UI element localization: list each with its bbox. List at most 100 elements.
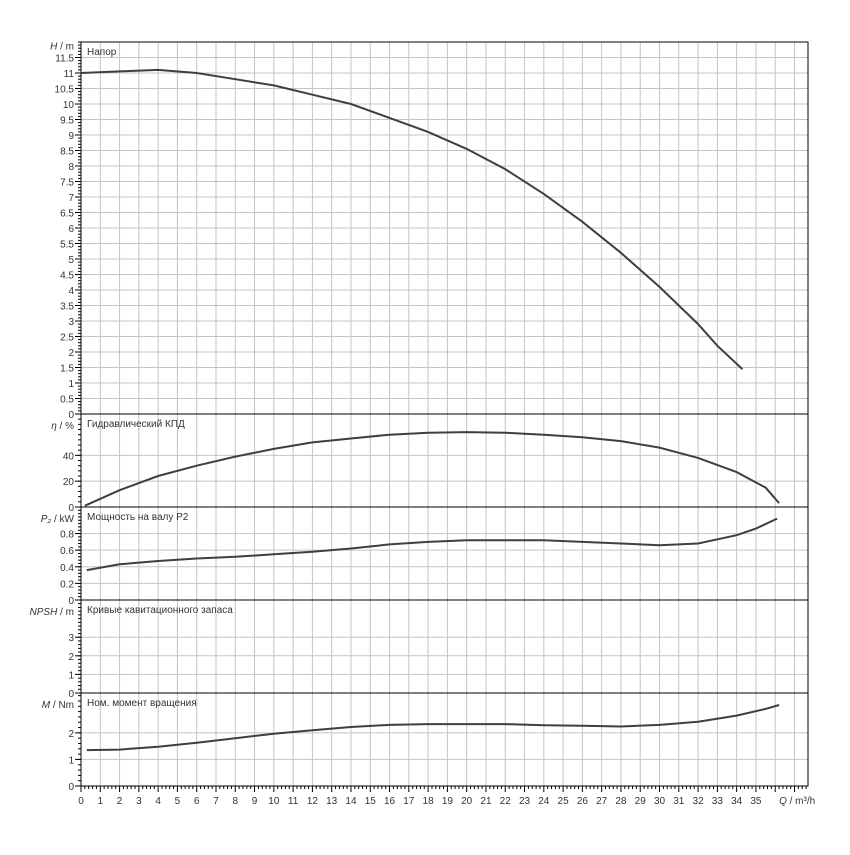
x-axis-label: Q / m³/h [779, 796, 815, 807]
y-tick-label: 40 [63, 451, 75, 462]
panel-1: 0 20 40 Гидравлический КПД η / % [51, 413, 809, 514]
y-tick-label: 0.8 [60, 530, 74, 541]
x-tick-label: 33 [712, 796, 724, 807]
y-tick-label: 4.5 [60, 271, 74, 282]
y-tick-label: 0 [68, 503, 74, 514]
x-tick-label: 11 [288, 796, 299, 807]
y-axis-unit: / % [57, 421, 74, 432]
x-tick-label: 28 [615, 796, 627, 807]
x-tick-label: 5 [175, 796, 181, 807]
x-tick-label: 31 [673, 796, 685, 807]
y-axis-label: η / % [51, 421, 74, 432]
y-axis-unit: / m [57, 607, 74, 618]
x-tick-label: 9 [252, 796, 258, 807]
y-tick-label: 2 [68, 348, 74, 359]
x-tick-label: 14 [345, 796, 357, 807]
x-tick-label: 3 [136, 796, 142, 807]
x-tick-label: 32 [693, 796, 705, 807]
y-tick-label: 6 [68, 224, 74, 235]
x-tick-label: 2 [117, 796, 123, 807]
y-tick-label: 1 [68, 670, 74, 681]
x-tick-label: 17 [403, 796, 415, 807]
y-tick-label: 0.2 [60, 579, 74, 590]
x-tick-label: 29 [635, 796, 647, 807]
x-tick-label: 34 [731, 796, 743, 807]
y-tick-label: 2 [68, 729, 74, 740]
y-axis-symbol: H [50, 42, 58, 53]
panel-2: 0 0.2 0.4 0.6 0.8 Мощность на валу P2 P₂ / kW [41, 506, 809, 607]
x-tick-label: 15 [365, 796, 377, 807]
x-tick-label: 21 [480, 796, 492, 807]
y-tick-label: 0 [68, 596, 74, 607]
panel-frame [80, 692, 809, 787]
y-tick-label: 5 [68, 255, 74, 266]
x-tick-label: 26 [577, 796, 589, 807]
x-tick-label: 8 [232, 796, 238, 807]
x-tick-label: 18 [423, 796, 435, 807]
panel-title: Мощность на валу P2 [87, 512, 189, 523]
x-tick-label: 0 [78, 796, 84, 807]
y-tick-label: 8 [68, 162, 74, 173]
x-tick-label: 16 [384, 796, 396, 807]
y-tick-label: 0.6 [60, 546, 74, 557]
x-tick-label: 22 [500, 796, 512, 807]
y-tick-label: 2 [68, 652, 74, 663]
y-tick-label: 3 [68, 317, 74, 328]
y-tick-label: 0 [68, 689, 74, 700]
y-tick-label: 0.5 [60, 395, 74, 406]
y-axis-unit: / kW [51, 514, 74, 525]
curve-line [86, 517, 778, 572]
y-axis-label: NPSH / m [30, 607, 74, 618]
y-tick-label: 8.5 [60, 147, 74, 158]
y-axis-symbol: NPSH [30, 607, 59, 618]
y-tick-label: 5.5 [60, 240, 74, 251]
x-tick-label: 27 [596, 796, 608, 807]
y-tick-label: 11.5 [55, 54, 74, 65]
x-tick-label: 30 [654, 796, 666, 807]
panel-title: Напор [87, 47, 117, 58]
y-axis-unit: / Nm [50, 700, 74, 711]
y-tick-label: 1.5 [60, 364, 74, 375]
y-tick-label: 11 [64, 69, 75, 80]
panel-0: 00.511.522.533.544.555.566.577.588.599.5… [50, 41, 809, 421]
panel-frame [80, 506, 809, 601]
panel-3: 0 1 2 3 Кривые кавитационного запаса NPSH / m [30, 599, 809, 700]
panel-title: Кривые кавитационного запаса [87, 605, 233, 616]
x-axis-symbol: Q [779, 796, 787, 807]
y-tick-label: 20 [63, 477, 75, 488]
x-axis-unit: / m³/h [787, 796, 815, 807]
y-axis-label: P₂ / kW [41, 514, 75, 525]
curve-line [84, 431, 780, 507]
y-tick-label: 0.4 [60, 563, 74, 574]
y-axis-label: M / Nm [42, 700, 74, 711]
x-tick-label: 4 [155, 796, 161, 807]
y-tick-label: 9 [68, 131, 74, 142]
y-tick-label: 1 [68, 379, 74, 390]
x-tick-label: 12 [307, 796, 319, 807]
x-tick-label: 13 [326, 796, 338, 807]
y-axis-symbol: M [42, 700, 51, 711]
x-tick-label: 19 [442, 796, 454, 807]
curve-line [86, 704, 780, 752]
y-tick-label: 6.5 [60, 209, 74, 220]
y-tick-label: 7 [68, 193, 74, 204]
y-axis-label: H / m [50, 42, 74, 53]
panel-frame [80, 413, 809, 508]
y-tick-label: 4 [68, 286, 74, 297]
y-tick-label: 9.5 [60, 116, 74, 127]
y-tick-label: 10.5 [55, 85, 75, 96]
x-tick-label: 1 [98, 796, 104, 807]
x-tick-label: 20 [461, 796, 473, 807]
x-tick-label: 7 [213, 796, 219, 807]
curve-line [80, 68, 744, 370]
panel-title: Гидравлический КПД [87, 419, 185, 430]
y-axis-symbol: P₂ [41, 514, 52, 525]
panel-title: Ном. момент вращения [87, 698, 197, 709]
y-tick-label: 2.5 [60, 333, 74, 344]
y-tick-label: 0 [68, 410, 74, 421]
y-tick-label: 7.5 [60, 178, 74, 189]
y-axis-unit: / m [57, 42, 74, 53]
y-tick-label: 1 [68, 755, 74, 766]
x-tick-label: 6 [194, 796, 200, 807]
